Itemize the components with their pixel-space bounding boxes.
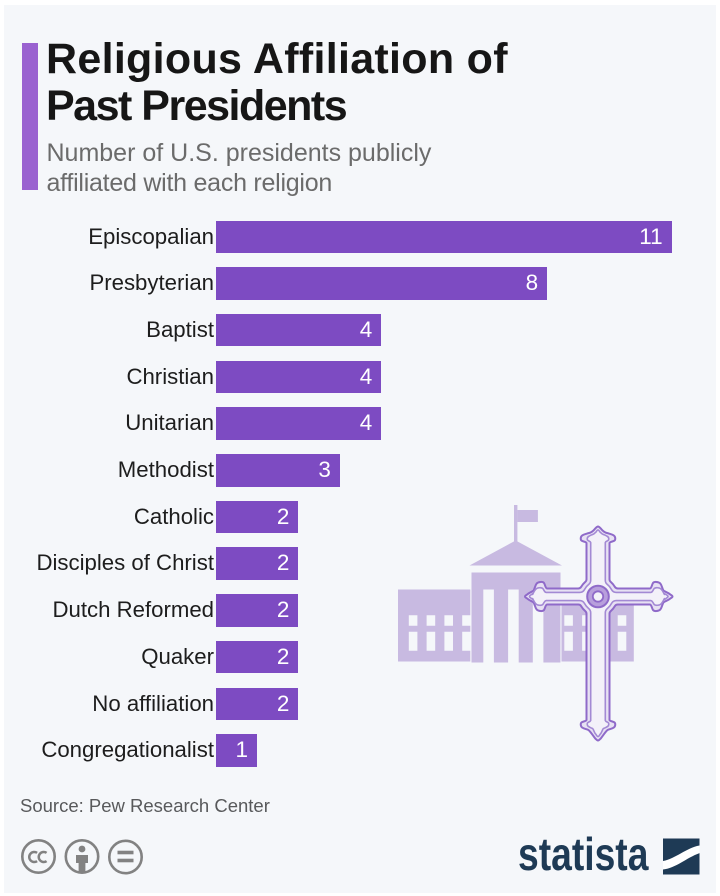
svg-text:statista: statista bbox=[518, 832, 649, 880]
